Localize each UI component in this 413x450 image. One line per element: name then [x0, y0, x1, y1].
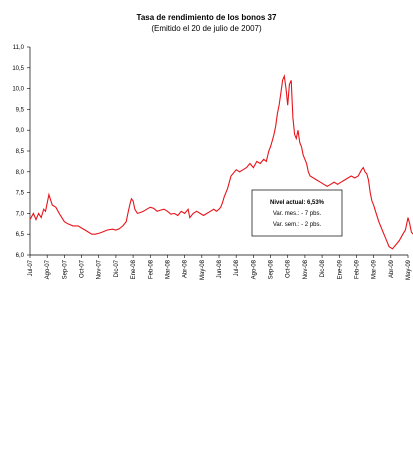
x-tick-label: Nov-07 [97, 259, 103, 279]
y-tick-label: 6,0 [16, 253, 25, 259]
x-tick-label: Dic-08 [320, 259, 326, 277]
x-tick-label: Oct-08 [286, 259, 292, 278]
y-tick-label: 11,0 [13, 45, 25, 51]
x-tick-label: Ene-09 [337, 259, 343, 279]
series-line [29, 73, 413, 250]
x-tick-label: Dic-07 [114, 259, 120, 277]
x-tick-label: Mar-08 [165, 259, 171, 279]
y-axis: 11,0 10,5 10,0 9,5 9,0 8,5 8,0 7,5 7,0 6,5 6,0 [12, 45, 31, 259]
x-tick-label: Sep-08 [269, 259, 275, 279]
y-tick-label: 9,5 [16, 107, 25, 113]
y-tick-label: 6,5 [16, 232, 25, 238]
x-tick-label: Mar-09 [372, 259, 378, 279]
x-tick-label: Feb-09 [354, 259, 360, 279]
x-tick-label: Abr-09 [389, 259, 395, 278]
y-tick-label: 9,0 [16, 128, 25, 134]
x-tick-label: Jul-07 [28, 259, 34, 276]
x-tick-label: Ene-08 [131, 259, 137, 279]
x-tick-label: Jun-08 [217, 259, 223, 278]
y-tick-label: 7,5 [16, 191, 25, 197]
x-tick-label: Jul-08 [234, 259, 240, 276]
y-tick-label: 10,5 [12, 66, 24, 72]
x-tick-label: Abr-08 [183, 259, 189, 278]
y-tick-label: 8,0 [16, 170, 25, 176]
y-tick-label: 10,0 [12, 87, 24, 93]
x-axis: Jul-07 Ago-07 Sep-07 Oct-07 Nov-07 Dic-07 Ene-… [28, 254, 412, 280]
annotation-frame [251, 189, 343, 237]
x-tick-label: Nov-08 [303, 259, 309, 279]
y-tick-label: 8,5 [16, 149, 25, 155]
annotation-weekly-change: Var. sem.: - 2 pbs. [273, 222, 322, 228]
y-tick-label: 7,0 [16, 211, 25, 217]
annotation-level: Nivel actual: 6,53% [270, 200, 325, 206]
x-tick-label: Feb-08 [148, 259, 154, 279]
annotation-box: Nivel actual: 6,53% Var. mes.: - 7 pbs. … [251, 189, 343, 237]
annotation-monthly-change: Var. mes.: - 7 pbs. [273, 211, 322, 217]
chart-title: Tasa de rendimiento de los bonos 37 [136, 13, 277, 22]
x-tick-label: Ago-08 [251, 259, 257, 279]
chart-subtitle: (Emitido el 20 de julio de 2007) [151, 24, 262, 33]
x-tick-label: Ago-07 [45, 259, 51, 279]
x-tick-label: May-09 [406, 259, 412, 280]
x-tick-label: Sep-07 [62, 259, 68, 279]
x-tick-label: Oct-07 [80, 259, 86, 278]
x-tick-label: May-08 [200, 259, 206, 280]
